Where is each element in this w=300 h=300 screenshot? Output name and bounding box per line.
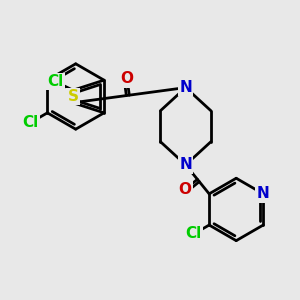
Text: Cl: Cl xyxy=(47,74,64,89)
Text: Cl: Cl xyxy=(22,115,39,130)
Text: N: N xyxy=(257,186,270,201)
Text: Cl: Cl xyxy=(186,226,202,242)
Text: N: N xyxy=(179,80,192,95)
Text: O: O xyxy=(178,182,191,197)
Text: O: O xyxy=(121,71,134,86)
Text: S: S xyxy=(68,89,78,104)
Text: N: N xyxy=(179,158,192,172)
